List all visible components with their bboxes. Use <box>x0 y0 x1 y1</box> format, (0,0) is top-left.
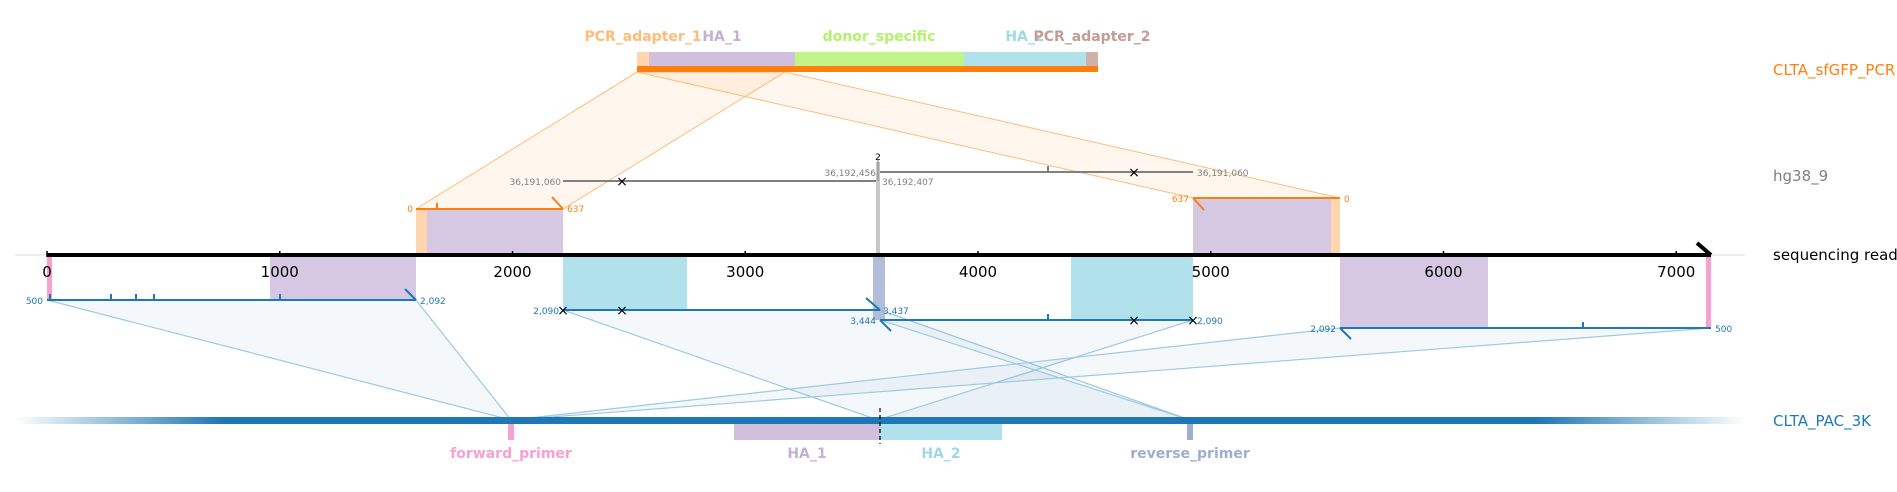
row-label-read: sequencing read <box>1773 246 1897 264</box>
pac-coordinate-label: 2,090 <box>533 307 559 317</box>
axis-tick-label: 6000 <box>1424 263 1462 281</box>
axis-ticks: 0 1000 2000 3000 4000 5000 6000 7000 <box>42 251 1695 281</box>
pac-coordinate-label: 2,092 <box>420 297 446 307</box>
row-labels: CLTA_sfGFP_PCR hg38_9 sequencing read CL… <box>1773 61 1897 431</box>
read-feature-blocks <box>47 255 1711 328</box>
hg-cross-marker: × <box>1128 165 1140 181</box>
pac-coordinate-label: 2,090 <box>1197 317 1223 327</box>
read-axis-arrowhead <box>1695 241 1713 257</box>
read-primer-block <box>873 255 885 320</box>
pac-cross-marker: × <box>616 303 628 319</box>
pac-alignments: 500 2,092 × × 2,090 3,437 × × 3,444 2,09… <box>26 288 1732 340</box>
pcr-coordinate-label: 0 <box>407 205 413 215</box>
hg-count-label: 2 <box>875 153 881 163</box>
pcr-product: PCR_adapter_1 HA_1 donor_specific HA_2 P… <box>584 29 1151 72</box>
pac-alignment-c-end <box>879 319 892 332</box>
pcr-feature-label: PCR_adapter_2 <box>1033 29 1150 45</box>
read-ha1-block <box>1193 198 1331 255</box>
pac-reference-bar <box>15 417 1745 424</box>
pac-cross-marker: × <box>1187 313 1199 329</box>
pac-feature-block <box>508 424 514 440</box>
axis-tick-label: 7000 <box>1657 263 1695 281</box>
pcr-feature-block <box>1086 52 1098 66</box>
pcr-feature-label: HA_2 <box>1005 29 1044 45</box>
hg-coordinate-label: 36,191,060 <box>509 178 561 188</box>
pac-feature-block <box>734 424 880 440</box>
pcr-reference-bar <box>637 66 1098 72</box>
hg-cross-marker: × <box>616 174 628 190</box>
axis-tick-label: 5000 <box>1192 263 1230 281</box>
pac-alignment-a-end <box>404 288 417 301</box>
pac-feature-label: forward_primer <box>450 446 572 462</box>
pcr-feature-block <box>795 52 964 66</box>
read-ha1-block <box>427 209 563 255</box>
pcr-feature-block <box>649 52 795 66</box>
pcr-alignments: 0 637 637 0 <box>407 195 1350 255</box>
row-label-pcr: CLTA_sfGFP_PCR <box>1773 61 1895 80</box>
hg-coordinate-label: 36,191,060 <box>1197 169 1249 179</box>
read-ha2-block <box>1071 255 1193 320</box>
pac-coordinate-label: 2,092 <box>1310 325 1336 335</box>
pac-feature-block <box>880 424 1002 440</box>
pcr-coordinate-label: 637 <box>1172 195 1189 205</box>
pac-reference: forward_primer HA_1 HA_2 reverse_primer <box>15 408 1745 462</box>
pac-cross-marker: × <box>1128 313 1140 329</box>
axis-tick-label: 4000 <box>959 263 997 281</box>
hg-coordinate-label: 36,192,456 <box>824 169 876 179</box>
read-adapter-block <box>416 209 427 255</box>
axis-tick-label: 3000 <box>726 263 764 281</box>
pcr-coordinate-label: 637 <box>567 205 584 215</box>
pcr-feature-block <box>637 52 649 66</box>
row-label-hg38: hg38_9 <box>1773 167 1828 186</box>
axis-tick-label: 1000 <box>261 263 299 281</box>
pcr-feature-block <box>964 52 1086 66</box>
pcr-feature-label: donor_specific <box>823 29 936 45</box>
axis-tick-label: 2000 <box>493 263 531 281</box>
pcr-feature-label: HA_1 <box>702 29 741 45</box>
read-ha2-block <box>563 255 687 310</box>
read-ha1-block <box>1340 255 1488 328</box>
row-label-pac: CLTA_PAC_3K <box>1773 412 1872 431</box>
hg38-alignments: × × 36,191,060 36,192,456 36,192,407 36,… <box>509 153 1249 255</box>
pac-feature-block <box>1187 424 1193 440</box>
read-adapter-block <box>1331 198 1340 255</box>
pac-connection-a <box>46 299 513 422</box>
pac-alignment-d-end <box>1339 327 1352 340</box>
pac-feature-label: reverse_primer <box>1130 446 1250 462</box>
pac-feature-label: HA_2 <box>921 446 960 462</box>
pac-coordinate-label: 500 <box>26 297 43 307</box>
pac-connections <box>46 299 1712 422</box>
pcr-right-connection <box>636 71 1341 199</box>
sequencing-read-axis: 0 1000 2000 3000 4000 5000 6000 7000 <box>15 241 1745 281</box>
pac-alignment-b-end <box>865 297 881 311</box>
axis-tick-label: 0 <box>42 263 52 281</box>
pac-coordinate-label: 500 <box>1715 325 1732 335</box>
read-primer-block <box>1706 255 1711 328</box>
pcr-coordinate-label: 0 <box>1344 195 1350 205</box>
read-primer-block <box>47 255 52 300</box>
hg-coordinate-label: 36,192,407 <box>882 178 934 188</box>
pac-feature-label: HA_1 <box>787 446 826 462</box>
pcr-alignment-left-end <box>551 196 564 210</box>
read-ha1-block <box>270 255 416 300</box>
pac-coordinate-label: 3,444 <box>850 317 876 327</box>
pac-coordinate-label: 3,437 <box>883 307 909 317</box>
pcr-alignment-right-end <box>1192 197 1205 211</box>
pac-cross-marker: × <box>557 303 569 319</box>
pcr-feature-label: PCR_adapter_1 <box>584 29 701 45</box>
